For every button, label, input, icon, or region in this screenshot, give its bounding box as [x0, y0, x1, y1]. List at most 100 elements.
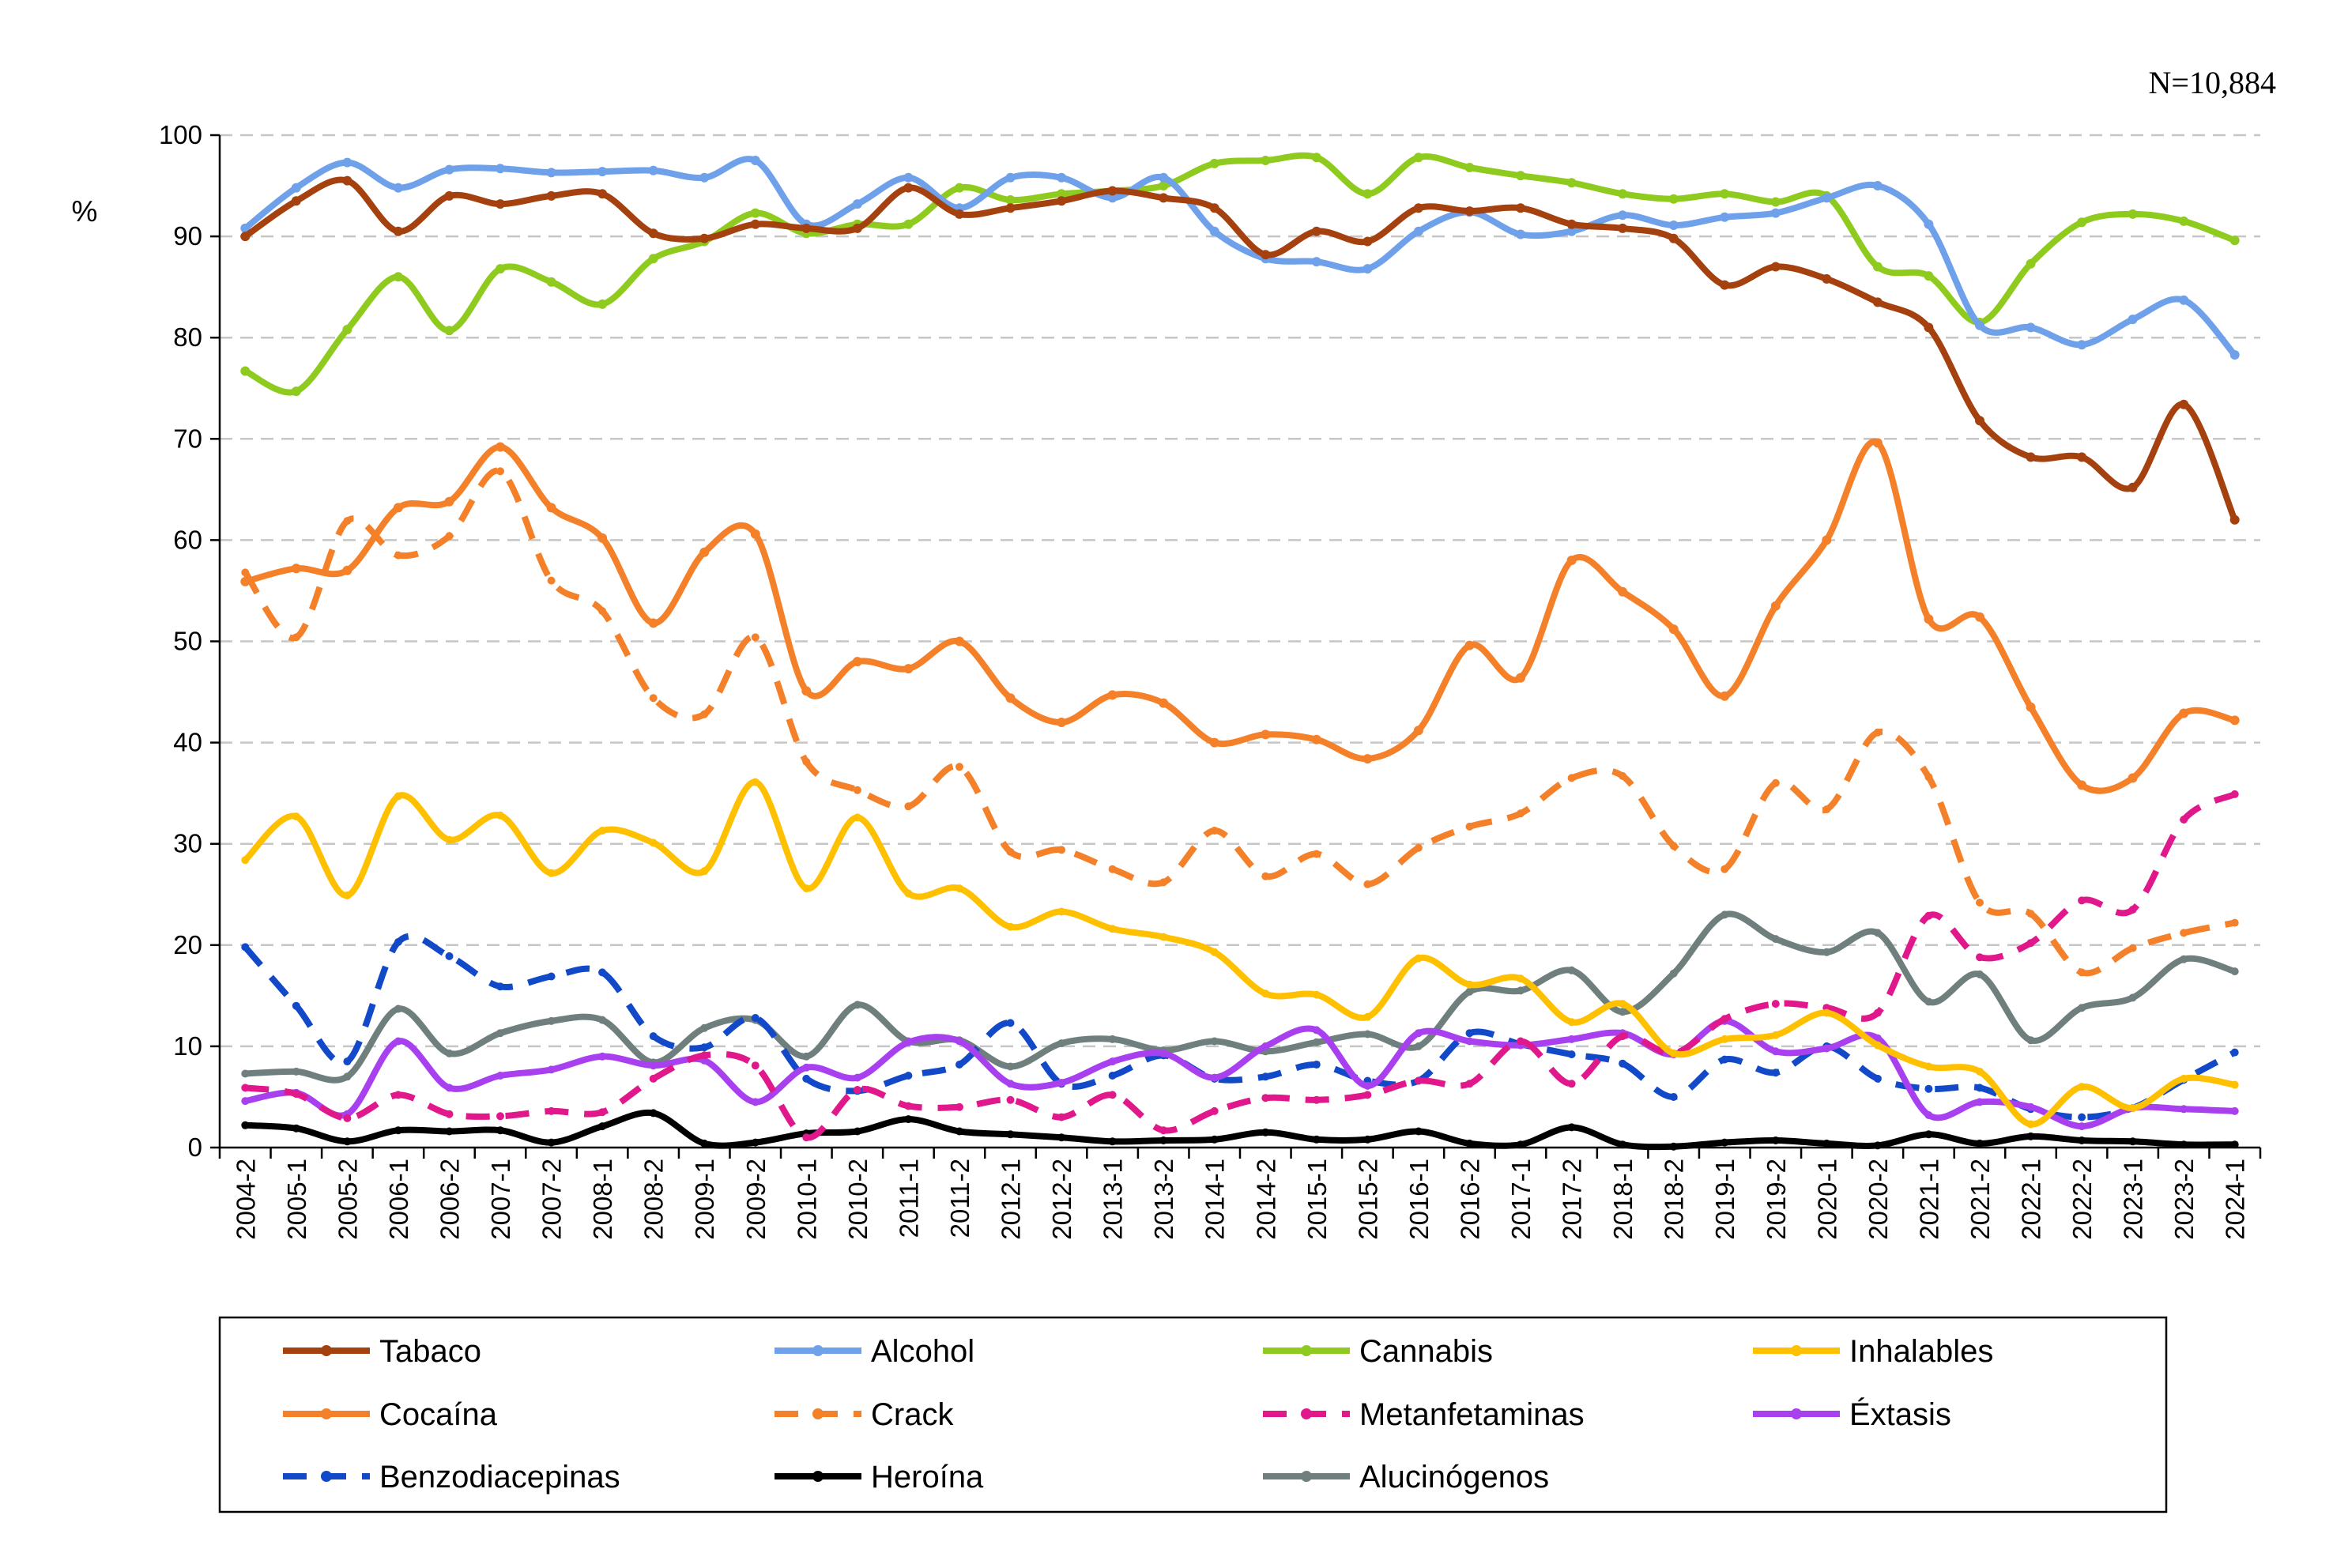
point-cocaina-2017-1 — [1516, 673, 1525, 683]
point-crack-2017-1 — [1517, 809, 1525, 818]
x-tick-label-2018-2: 2018-2 — [1660, 1159, 1689, 1240]
x-tick-label-2007-1: 2007-1 — [486, 1159, 515, 1240]
point-alcohol-2007-1 — [496, 164, 505, 174]
axes — [218, 135, 2260, 1149]
point-metanfetaminas-2007-2 — [547, 1106, 556, 1115]
point-inhalables-2013-1 — [1108, 925, 1117, 933]
point-cannabis-2023-1 — [2128, 209, 2138, 219]
x-tick-label-2020-1: 2020-1 — [1812, 1159, 1841, 1240]
point-cocaina-2024-1 — [2229, 715, 2240, 726]
point-heroina-2009-1 — [700, 1139, 709, 1148]
point-extasis-2016-1 — [1414, 1029, 1423, 1038]
point-extasis-2004-2 — [241, 1097, 250, 1106]
point-metanfetaminas-2005-2 — [343, 1114, 352, 1122]
legend-marker-cocaina — [321, 1408, 332, 1419]
y-tick-label-20: 20 — [173, 930, 202, 959]
point-benzodiacepinas-2020-2 — [1873, 1074, 1882, 1083]
point-crack-2022-2 — [2078, 968, 2086, 977]
point-cannabis-2017-2 — [1566, 178, 1577, 188]
point-cannabis-2023-2 — [2179, 216, 2189, 226]
point-cocaina-2012-1 — [1005, 693, 1016, 703]
point-inhalables-2021-2 — [1976, 1067, 1984, 1076]
point-metanfetaminas-2020-2 — [1873, 1008, 1882, 1017]
series-metanfetaminas — [241, 790, 2239, 1142]
point-cannabis-2022-2 — [2077, 217, 2087, 228]
point-cannabis-2013-2 — [1159, 181, 1169, 190]
point-heroina-2012-2 — [1057, 1133, 1066, 1142]
point-alcohol-2005-2 — [342, 157, 352, 168]
x-tick-label-2005-1: 2005-1 — [282, 1159, 311, 1240]
legend-item-crack: Crack — [775, 1397, 954, 1432]
point-inhalables-2022-1 — [2026, 1120, 2035, 1129]
point-metanfetaminas-2008-2 — [649, 1074, 658, 1083]
point-cocaina-2005-1 — [291, 564, 301, 574]
point-inhalables-2009-1 — [700, 867, 709, 876]
point-crack-2018-2 — [1669, 842, 1678, 850]
point-tabaco-2016-1 — [1413, 203, 1423, 213]
point-metanfetaminas-2017-1 — [1517, 1037, 1525, 1046]
point-alcohol-2012-1 — [1005, 172, 1016, 183]
point-metanfetaminas-2022-1 — [2026, 939, 2035, 948]
point-extasis-2022-1 — [2026, 1102, 2035, 1111]
point-heroina-2019-1 — [1721, 1138, 1729, 1147]
point-extasis-2021-2 — [1976, 1098, 1984, 1106]
gridlines — [220, 134, 2260, 1048]
point-heroina-2007-2 — [547, 1138, 556, 1147]
x-tick-label-2024-1: 2024-1 — [2221, 1159, 2250, 1240]
point-metanfetaminas-2016-1 — [1414, 1076, 1423, 1085]
point-extasis-2024-1 — [2230, 1106, 2239, 1115]
point-inhalables-2005-1 — [292, 812, 300, 821]
y-tick-label-60: 60 — [173, 525, 202, 554]
point-inhalables-2017-1 — [1517, 974, 1525, 983]
point-inhalables-2006-2 — [445, 835, 454, 844]
legend-label-inhalables: Inhalables — [1849, 1334, 1993, 1369]
x-tick-label-2016-2: 2016-2 — [1455, 1159, 1484, 1240]
point-cocaina-2010-2 — [852, 657, 862, 667]
point-benzodiacepinas-2018-2 — [1669, 1093, 1678, 1101]
legend-label-benzodiacepinas: Benzodiacepinas — [379, 1460, 620, 1494]
legend-item-cannabis: Cannabis — [1263, 1334, 1493, 1369]
point-metanfetaminas-2006-1 — [394, 1091, 402, 1099]
point-tabaco-2005-2 — [342, 175, 352, 186]
point-benzodiacepinas-2018-1 — [1619, 1059, 1627, 1068]
point-alcohol-2019-2 — [1770, 208, 1781, 218]
point-cocaina-2019-1 — [1720, 691, 1730, 701]
point-extasis-2011-1 — [904, 1038, 913, 1046]
point-crack-2004-2 — [241, 568, 250, 577]
point-cocaina-2014-2 — [1261, 729, 1271, 740]
point-crack-2011-2 — [955, 763, 963, 771]
point-metanfetaminas-2013-2 — [1159, 1126, 1168, 1135]
point-crack-2021-2 — [1976, 899, 1984, 906]
point-cannabis-2016-1 — [1413, 153, 1423, 163]
point-inhalables-2015-2 — [1363, 1012, 1372, 1021]
point-cocaina-2009-2 — [750, 529, 760, 539]
point-metanfetaminas-2015-2 — [1363, 1091, 1372, 1099]
point-alucinogenos-2012-1 — [1006, 1062, 1015, 1071]
point-alucinogenos-2015-1 — [1312, 1038, 1321, 1046]
point-cocaina-2008-1 — [597, 533, 608, 543]
point-metanfetaminas-2021-2 — [1976, 953, 1984, 962]
point-metanfetaminas-2024-1 — [2230, 790, 2239, 798]
point-tabaco-2023-1 — [2128, 482, 2138, 492]
point-cannabis-2015-2 — [1362, 189, 1373, 199]
point-crack-2011-1 — [904, 802, 913, 811]
legend-label-tabaco: Tabaco — [379, 1334, 481, 1369]
point-tabaco-2017-2 — [1566, 219, 1577, 229]
point-alcohol-2023-1 — [2128, 315, 2138, 325]
point-tabaco-2020-2 — [1872, 297, 1883, 307]
point-cocaina-2011-2 — [955, 636, 964, 646]
point-metanfetaminas-2023-2 — [2180, 816, 2188, 824]
legend-item-alucinogenos: Alucinógenos — [1263, 1460, 1549, 1494]
x-tick-label-2019-1: 2019-1 — [1710, 1159, 1739, 1240]
point-heroina-2013-2 — [1159, 1136, 1168, 1144]
point-alcohol-2008-2 — [648, 165, 658, 175]
point-crack-2006-1 — [394, 551, 402, 560]
point-benzodiacepinas-2008-1 — [598, 968, 607, 977]
point-alcohol-2023-2 — [2179, 295, 2189, 305]
point-cocaina-2019-2 — [1770, 601, 1781, 611]
point-cocaina-2009-1 — [699, 547, 710, 557]
legend-marker-alcohol — [812, 1345, 824, 1356]
legend-label-alcohol: Alcohol — [871, 1334, 974, 1369]
legend-item-extasis: Éxtasis — [1753, 1396, 1951, 1432]
point-cocaina-2013-1 — [1107, 690, 1118, 700]
